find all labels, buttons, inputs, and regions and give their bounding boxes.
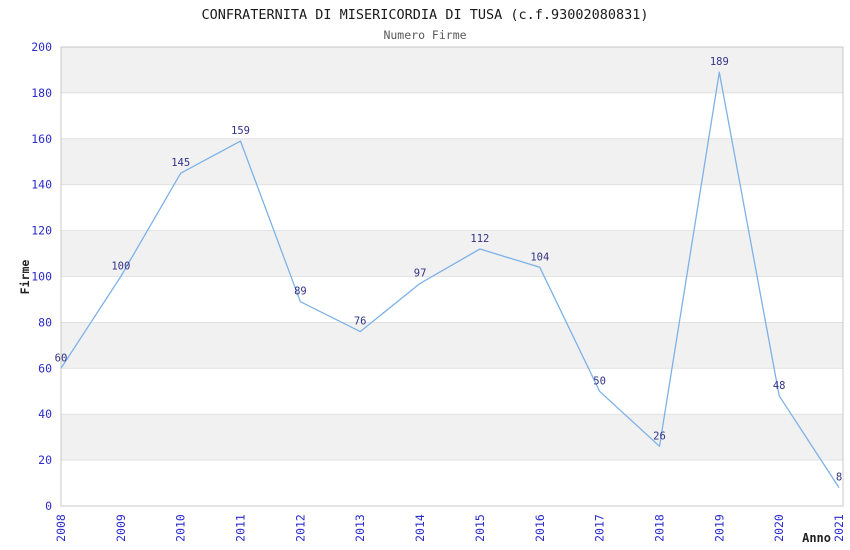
chart-subtitle: Numero Firme bbox=[383, 28, 467, 42]
x-tick-label: 2021 bbox=[832, 514, 846, 542]
data-label: 60 bbox=[55, 352, 68, 364]
chart-title: CONFRATERNITA DI MISERICORDIA DI TUSA (c… bbox=[201, 7, 649, 23]
y-tick-label: 140 bbox=[31, 178, 52, 192]
plot-band bbox=[61, 368, 843, 415]
data-label: 26 bbox=[653, 430, 666, 442]
x-tick-label: 2008 bbox=[54, 514, 68, 542]
data-label: 104 bbox=[530, 251, 549, 263]
x-tick-label: 2013 bbox=[353, 514, 367, 542]
data-label: 76 bbox=[354, 316, 367, 328]
y-tick-label: 180 bbox=[31, 86, 52, 100]
y-tick-label: 20 bbox=[38, 453, 52, 467]
x-tick-label: 2016 bbox=[533, 514, 547, 542]
data-label: 189 bbox=[710, 56, 729, 68]
data-label: 48 bbox=[773, 380, 786, 392]
plot-band bbox=[61, 322, 843, 369]
y-tick-label: 100 bbox=[31, 270, 52, 284]
x-tick-label: 2011 bbox=[234, 514, 248, 542]
data-label: 100 bbox=[111, 261, 130, 273]
y-axis-label: Firme bbox=[18, 260, 32, 295]
y-tick-label: 160 bbox=[31, 132, 52, 146]
plot-band bbox=[61, 460, 843, 506]
x-tick-label: 2017 bbox=[593, 514, 607, 542]
plot-band bbox=[61, 184, 843, 231]
data-label: 145 bbox=[171, 157, 190, 169]
x-tick-label: 2012 bbox=[293, 514, 307, 542]
y-tick-label: 0 bbox=[45, 499, 52, 513]
y-tick-label: 60 bbox=[38, 361, 52, 375]
y-tick-label: 40 bbox=[38, 407, 52, 421]
plot-band bbox=[61, 230, 843, 277]
x-tick-label: 2019 bbox=[712, 514, 726, 542]
x-tick-label: 2020 bbox=[772, 514, 786, 542]
data-label: 112 bbox=[470, 233, 489, 245]
data-label: 159 bbox=[231, 125, 250, 137]
x-tick-label: 2010 bbox=[174, 514, 188, 542]
y-tick-label: 120 bbox=[31, 224, 52, 238]
data-label: 89 bbox=[294, 286, 307, 298]
data-label: 50 bbox=[593, 375, 606, 387]
x-tick-label: 2014 bbox=[413, 514, 427, 542]
plot-band bbox=[61, 47, 843, 93]
plot-border bbox=[60, 46, 844, 507]
x-tick-label: 2015 bbox=[473, 514, 487, 542]
y-tick-label: 80 bbox=[38, 315, 52, 329]
x-tick-label: 2018 bbox=[653, 514, 667, 542]
x-tick-label: 2009 bbox=[114, 514, 128, 542]
data-label: 8 bbox=[836, 472, 842, 484]
plot-band bbox=[61, 414, 843, 461]
plot-band bbox=[61, 276, 843, 323]
y-tick-label: 200 bbox=[31, 40, 52, 54]
x-axis-label: Anno bbox=[802, 531, 831, 545]
data-line bbox=[60, 71, 840, 488]
plot-band bbox=[61, 138, 843, 185]
plot-band bbox=[61, 92, 843, 139]
data-label: 97 bbox=[414, 267, 427, 279]
